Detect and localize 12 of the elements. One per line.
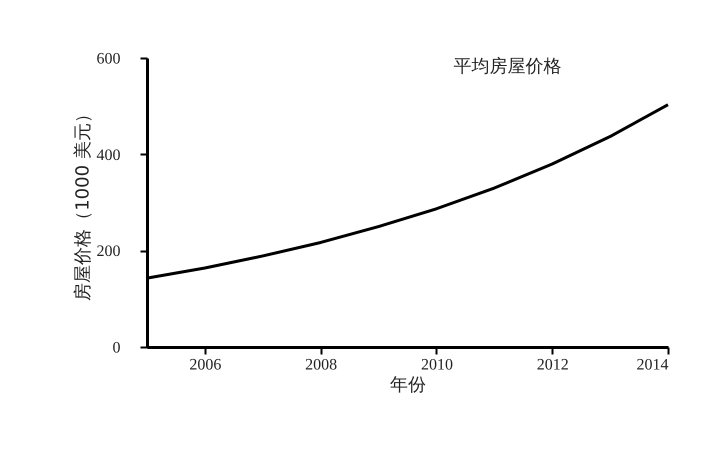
x-tick-label: 2010 [420, 356, 453, 374]
x-tick-label: 2008 [305, 356, 338, 374]
y-tick-label: 200 [96, 243, 120, 260]
x-axis-title: 年份 [390, 374, 426, 396]
y-tick-label: 400 [96, 146, 120, 164]
y-axis-title: 房屋价格（1000 美元） [72, 105, 94, 301]
chart-title: 平均房屋价格 [454, 56, 562, 77]
x-tick-label: 2006 [189, 356, 222, 374]
y-tick-label: 0 [112, 340, 120, 356]
x-tick-label: 2014 [636, 356, 668, 374]
y-tick-label: 600 [96, 50, 120, 68]
x-tick-label: 2012 [536, 356, 569, 374]
